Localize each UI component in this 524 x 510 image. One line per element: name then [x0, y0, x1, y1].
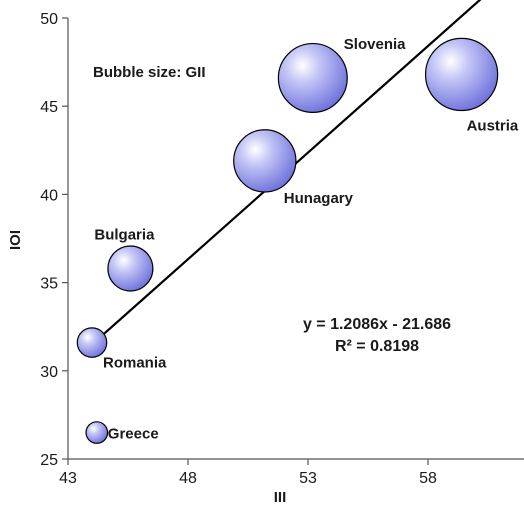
bubble-size-note: Bubble size: GII: [93, 64, 206, 81]
y-axis-title: IOI: [7, 230, 24, 250]
point-label-austria: Austria: [467, 117, 519, 134]
point-label-greece: Greece: [108, 426, 159, 443]
axes: 25 30 35 40 45 50 43 48 53 58: [40, 11, 524, 487]
x-tick-label: 53: [299, 470, 317, 487]
x-tick-label: 43: [59, 470, 77, 487]
point-label-slovenia: Slovenia: [344, 36, 406, 53]
y-tick-label: 25: [40, 452, 58, 469]
x-tick-label: 58: [419, 470, 437, 487]
y-tick-label: 30: [40, 364, 58, 381]
point-label-hunagary: Hunagary: [284, 190, 354, 207]
bubble-hunagary: [233, 129, 297, 193]
bubble-slovenia: [277, 42, 348, 113]
point-label-bulgaria: Bulgaria: [94, 226, 155, 243]
bubble-romania: [76, 327, 108, 358]
bubble-greece: [85, 421, 109, 444]
y-tick-label: 50: [40, 11, 58, 28]
bubbles-group: [76, 37, 499, 444]
y-tick-label: 40: [40, 187, 58, 204]
labels-group: Austria Slovenia Hunagary Bulgaria Romania Gr…: [94, 36, 519, 443]
point-label-romania: Romania: [103, 355, 167, 372]
r-squared-label: R² = 0.8198: [335, 338, 419, 355]
y-tick-label: 35: [40, 276, 58, 293]
trendline-equation: y = 1.2086x - 21.686: [303, 316, 451, 333]
bubble-bulgaria: [107, 245, 154, 292]
trendline: [91, 0, 482, 346]
x-axis-title: III: [274, 489, 287, 506]
y-tick-label: 45: [40, 99, 58, 116]
x-tick-label: 48: [179, 470, 197, 487]
trendline-group: [91, 0, 482, 346]
bubble-austria: [424, 37, 499, 112]
